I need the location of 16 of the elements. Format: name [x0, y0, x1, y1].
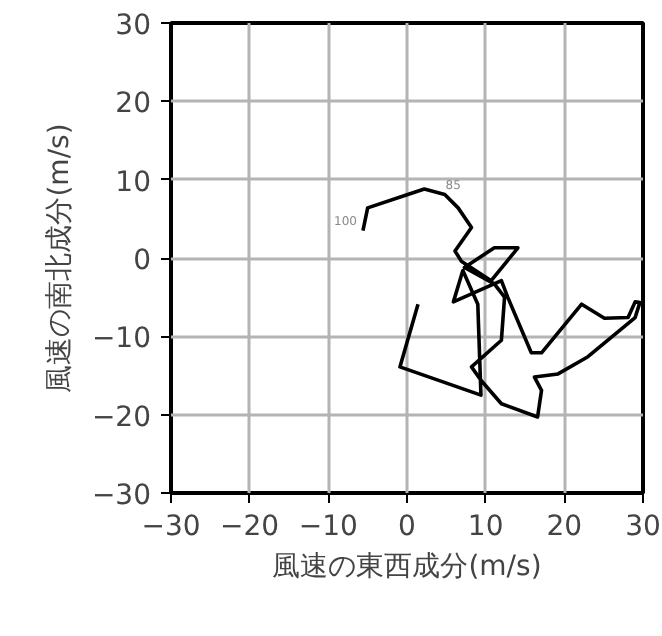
- y-tick-label: 10: [115, 166, 152, 199]
- x-tick-label: −10: [298, 511, 358, 543]
- x-tick-label: 0: [398, 511, 416, 543]
- y-tick-label: 0: [133, 245, 152, 277]
- x-tick-label: −20: [220, 511, 280, 543]
- y-tick-label: −30: [91, 480, 151, 512]
- y-tick-label: −10: [91, 323, 151, 356]
- x-tick-label: 10: [467, 511, 504, 543]
- x-tick-label: 30: [625, 511, 661, 543]
- x-tick-label: −30: [141, 511, 201, 543]
- y-tick-label: 30: [115, 10, 152, 42]
- y-tick-label: 20: [115, 88, 152, 121]
- y-tick-label: −20: [91, 401, 151, 434]
- y-axis-title: 風速の南北成分(m/s): [43, 123, 76, 393]
- x-axis-title: 風速の東西成分(m/s): [272, 551, 542, 583]
- x-tick-label: 20: [546, 511, 583, 543]
